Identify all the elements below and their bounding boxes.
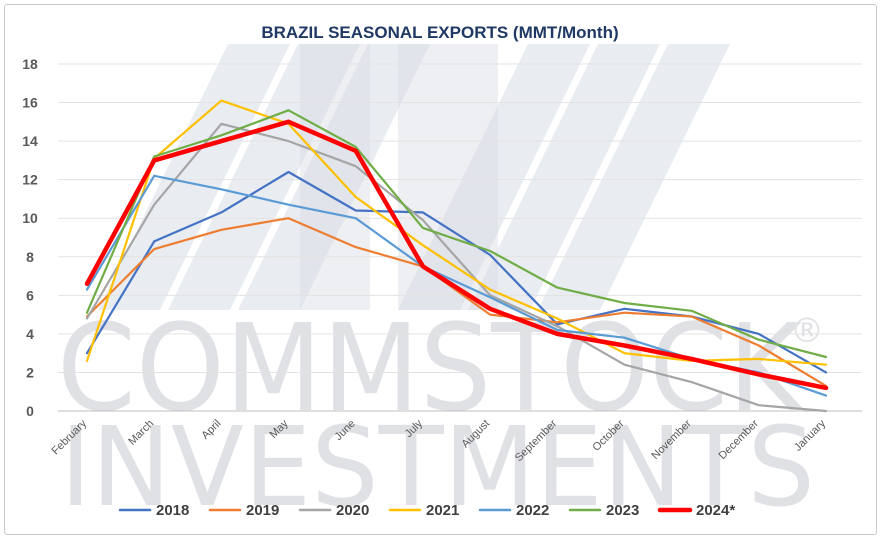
watermark-block: [300, 44, 370, 310]
legend-item: 2023: [568, 502, 639, 519]
gridlines: [58, 63, 862, 412]
watermark-stripe: [538, 44, 730, 310]
y-tick-label: 2: [26, 364, 34, 380]
watermark-stripe: [238, 44, 430, 310]
watermark-stripe: [98, 44, 290, 310]
legend-item: 2018: [118, 502, 189, 519]
legend: 2018 2019 2020 2021 2022 2023 2024*: [118, 502, 735, 519]
watermark-text-line1: COMMSTOCK: [57, 300, 805, 439]
y-tick-label: 16: [22, 95, 38, 111]
y-tick-label: 18: [22, 56, 38, 72]
y-tick-label: 12: [22, 172, 38, 188]
watermark-stripe: [168, 44, 360, 310]
series-line-2024: [84, 119, 829, 391]
legend-label: 2024*: [696, 502, 735, 519]
legend-label: 2022: [516, 502, 549, 519]
y-tick-label: 0: [26, 403, 34, 419]
y-tick-label: 6: [26, 287, 34, 303]
y-tick-label: 4: [26, 326, 34, 342]
legend-label: 2019: [246, 502, 279, 519]
legend-label: 2018: [156, 502, 189, 519]
legend-item: 2024*: [657, 502, 735, 519]
legend-item: 2022: [478, 502, 549, 519]
legend-label: 2020: [336, 502, 369, 519]
legend-item: 2021: [388, 502, 459, 519]
series-line-2023: [85, 109, 828, 359]
y-tick-label: 8: [26, 249, 34, 265]
series-lines: [84, 99, 829, 413]
watermark-block: [398, 44, 498, 310]
watermark-registered-mark: ®: [790, 311, 824, 351]
y-tick-label: 14: [22, 133, 38, 149]
legend-item: 2019: [208, 502, 279, 519]
chart-title: BRAZIL SEASONAL EXPORTS (MMT/Month): [261, 23, 618, 42]
series-line-2019: [85, 217, 828, 387]
watermark-stripe: [468, 44, 660, 310]
legend-item: 2020: [298, 502, 369, 519]
legend-label: 2023: [606, 502, 639, 519]
y-tick-label: 10: [22, 210, 38, 226]
legend-label: 2021: [426, 502, 459, 519]
series-line-2018: [85, 170, 828, 374]
y-axis-ticks: 0 2 4 6 8 10 12 14 16 18: [22, 56, 38, 419]
watermark-stripe: [398, 44, 590, 310]
series-line-2020: [85, 122, 828, 413]
